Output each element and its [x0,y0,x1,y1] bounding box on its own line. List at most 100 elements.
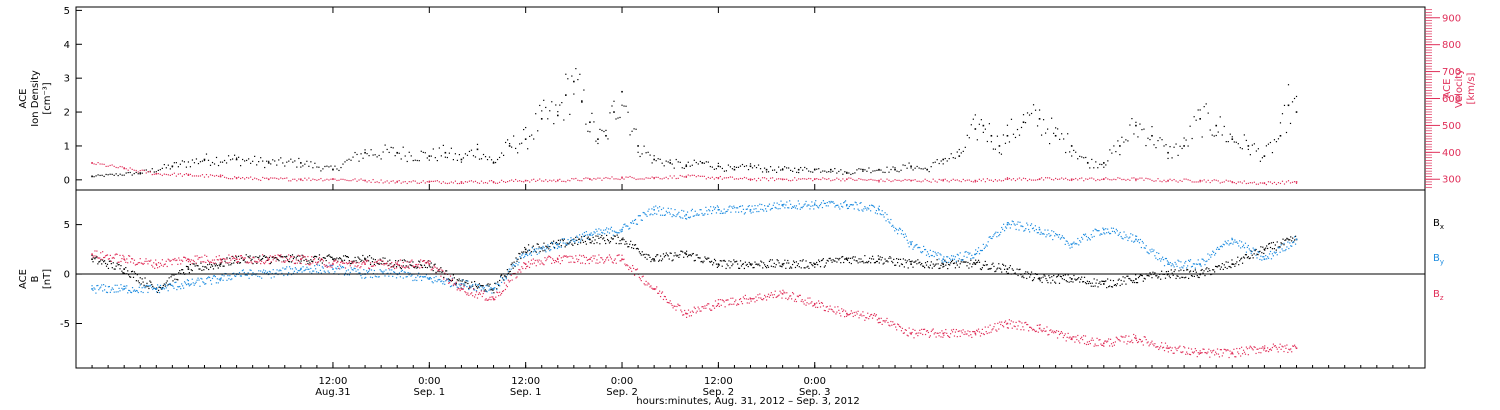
data-point [669,162,672,164]
data-point [517,180,519,182]
data-point [557,111,559,113]
data-point [289,256,292,258]
data-point [683,167,685,169]
data-point [575,239,577,241]
data-point [416,267,418,269]
data-point [958,258,960,260]
data-point [414,267,416,269]
data-point [1070,145,1073,147]
data-point [582,235,585,237]
data-point [840,180,842,182]
data-point [813,302,816,305]
data-point [918,332,920,334]
data-point [370,257,373,259]
data-point [885,220,887,222]
data-point [527,148,529,150]
data-point [547,180,549,183]
data-point [769,166,772,168]
data-point [101,163,103,165]
data-point [1137,178,1139,180]
data-point [722,260,724,262]
data-point [428,263,431,265]
data-point [290,261,293,263]
data-point [1031,329,1034,331]
data-point [1283,183,1286,185]
data-point [1089,342,1091,345]
data-point [1161,270,1163,272]
data-point [312,167,314,169]
data-point [653,155,655,157]
data-point [729,205,731,207]
data-point [926,330,929,332]
data-point [396,180,398,182]
data-point [787,207,789,209]
data-point [113,174,115,176]
data-point [922,250,924,253]
data-point [434,180,436,182]
data-point [1081,276,1083,278]
data-point [208,268,210,271]
data-point [105,165,107,167]
data-point [618,254,620,256]
data-point [653,208,655,211]
data-point [300,258,302,261]
data-point [852,178,854,181]
data-point [1057,128,1059,130]
data-point [238,271,241,274]
data-point [235,177,238,179]
data-point [378,276,380,278]
data-point [503,282,506,284]
data-point [1242,256,1245,258]
data-point [1271,253,1274,255]
data-point [322,267,324,269]
data-point [310,259,312,261]
data-point [1084,282,1087,284]
data-point [147,171,149,173]
data-point [866,261,868,263]
data-point [1103,162,1105,164]
data-point [116,262,118,264]
data-point [345,262,348,264]
data-point [953,335,956,337]
data-point [322,256,324,259]
data-point [1047,229,1049,231]
data-point [737,166,740,168]
data-point [184,282,187,284]
data-point [221,261,223,263]
data-point [1225,261,1227,263]
data-point [838,178,840,180]
data-point [507,279,509,281]
data-point [157,286,160,288]
data-point [1071,246,1073,248]
data-point [178,257,180,259]
data-point [988,179,990,181]
data-point [247,272,249,274]
data-point [470,286,472,289]
data-point [892,180,894,182]
data-point [897,261,899,264]
data-point [657,158,659,160]
data-point [660,208,663,211]
data-point [821,206,824,209]
data-point [574,242,576,244]
data-point [794,207,797,209]
data-point [656,254,658,256]
data-point [878,258,880,261]
data-point [253,257,255,259]
data-point [464,291,466,293]
data-point [1129,236,1131,238]
data-point [474,283,477,285]
data-point [1007,327,1010,329]
data-point [1059,178,1061,180]
data-point [693,174,695,176]
data-point [1185,178,1187,180]
data-point [288,254,290,256]
data-point [101,263,103,265]
data-point [1279,251,1281,253]
data-point [111,287,113,289]
data-point [387,265,389,267]
data-point [1251,144,1253,146]
data-point [231,178,234,180]
data-point [239,275,242,277]
data-point [972,118,974,120]
